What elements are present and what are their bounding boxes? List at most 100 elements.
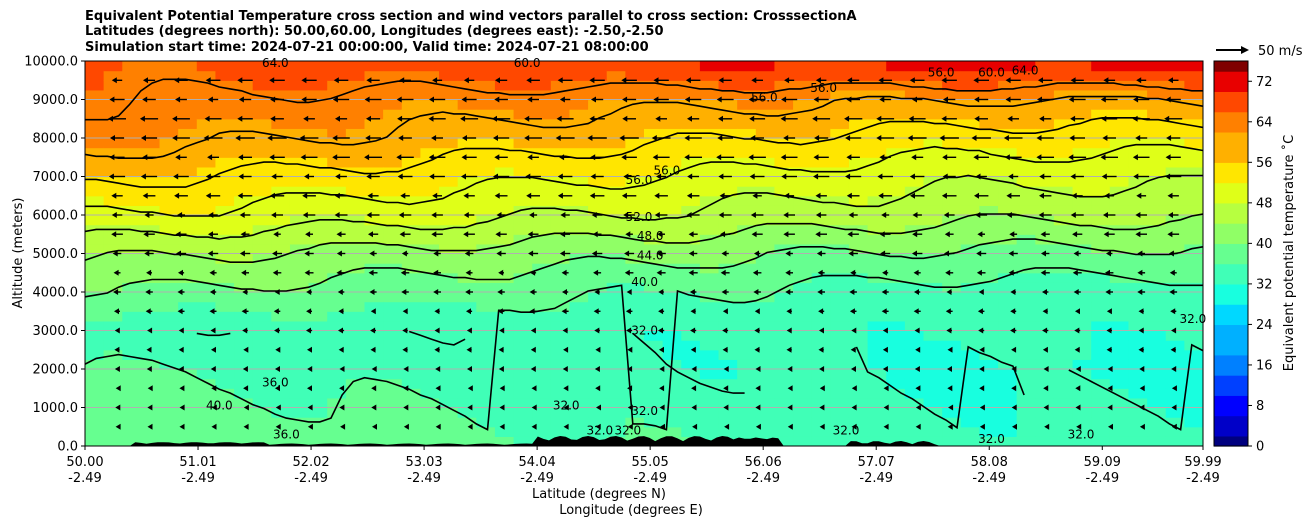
theta-e-cell bbox=[289, 320, 310, 332]
theta-e-cell bbox=[439, 70, 459, 81]
theta-e-cell bbox=[830, 186, 850, 197]
theta-e-cell bbox=[811, 417, 831, 428]
wind-vector-head bbox=[178, 366, 184, 372]
wind-vector-head bbox=[400, 269, 406, 276]
theta-e-cell bbox=[960, 301, 980, 312]
wind-vector-head bbox=[596, 404, 601, 411]
wind-vector-head bbox=[658, 308, 664, 315]
theta-e-cell bbox=[625, 147, 645, 158]
theta-e-cell bbox=[289, 224, 310, 235]
theta-e-cell bbox=[737, 349, 757, 360]
wind-vector-head bbox=[397, 173, 403, 180]
theta-e-cell bbox=[122, 157, 142, 168]
wind-vector-head bbox=[751, 231, 757, 238]
theta-e-cell bbox=[476, 282, 496, 293]
theta-e-cell bbox=[140, 61, 161, 72]
wind-vector-head bbox=[461, 154, 467, 161]
wind-vector-head bbox=[243, 404, 249, 411]
colorbar-segment bbox=[1214, 212, 1248, 224]
wind-vector-head bbox=[429, 96, 434, 103]
theta-e-cell bbox=[271, 378, 291, 389]
wind-vector-head bbox=[340, 423, 346, 430]
theta-e-cell bbox=[569, 388, 589, 399]
theta-e-cell bbox=[569, 340, 589, 351]
theta-e-cell bbox=[420, 89, 440, 101]
theta-e-cell bbox=[420, 292, 440, 303]
theta-e-cell bbox=[923, 128, 943, 139]
theta-e-cell bbox=[625, 311, 645, 322]
theta-e-cell bbox=[140, 186, 161, 197]
colorbar-segment bbox=[1214, 435, 1248, 447]
theta-e-cell bbox=[998, 138, 1018, 149]
theta-e-cell bbox=[774, 99, 794, 110]
theta-e-cell bbox=[364, 340, 384, 351]
theta-e-cell bbox=[793, 195, 813, 206]
theta-e-cell bbox=[737, 215, 757, 226]
theta-e-cell bbox=[662, 176, 682, 187]
theta-e-cell bbox=[848, 292, 869, 303]
theta-e-cell bbox=[1184, 378, 1203, 389]
theta-e-cell bbox=[494, 407, 515, 418]
theta-e-cell bbox=[1035, 89, 1055, 101]
theta-e-cell bbox=[1016, 61, 1036, 72]
theta-e-cell bbox=[364, 118, 384, 129]
wind-vector-head bbox=[848, 250, 854, 257]
theta-e-cell bbox=[644, 128, 664, 139]
wind-vector-head bbox=[371, 385, 377, 392]
theta-e-cell bbox=[625, 166, 645, 178]
theta-e-cell bbox=[1072, 234, 1092, 245]
theta-e-cell bbox=[569, 263, 589, 274]
theta-e-cell bbox=[122, 282, 142, 293]
wind-vector-head bbox=[525, 173, 531, 180]
theta-e-cell bbox=[867, 407, 887, 418]
wind-vector-head bbox=[332, 154, 338, 161]
theta-e-cell bbox=[103, 292, 123, 303]
theta-e-cell bbox=[904, 417, 925, 428]
theta-e-cell bbox=[439, 253, 459, 264]
theta-e-cell bbox=[1072, 397, 1092, 409]
y-axis: 0.01000.02000.03000.04000.05000.06000.07… bbox=[24, 55, 85, 455]
wind-vector-head bbox=[307, 404, 313, 411]
theta-e-cell bbox=[718, 89, 738, 101]
theta-e-cell bbox=[401, 109, 421, 120]
theta-e-cell bbox=[923, 205, 943, 216]
theta-e-cell bbox=[308, 147, 328, 158]
theta-e-cell bbox=[1109, 186, 1130, 197]
theta-e-cell bbox=[606, 61, 626, 72]
theta-e-cell bbox=[960, 426, 980, 437]
theta-e-cell bbox=[383, 215, 403, 226]
wind-vector-head bbox=[145, 308, 151, 315]
theta-e-cell bbox=[345, 397, 366, 409]
theta-e-cell bbox=[327, 109, 347, 120]
theta-e-cell bbox=[1091, 253, 1111, 264]
theta-e-cell bbox=[234, 263, 254, 274]
theta-e-cell bbox=[1128, 292, 1148, 303]
theta-e-cell bbox=[718, 99, 738, 110]
theta-e-cell bbox=[867, 359, 887, 370]
theta-e-cell bbox=[513, 263, 533, 274]
x-axis-label-latitude: Latitude (degrees N) bbox=[532, 487, 666, 502]
theta-e-cell bbox=[979, 99, 999, 110]
theta-e-cell bbox=[904, 89, 925, 101]
theta-e-cell bbox=[942, 301, 962, 312]
theta-e-cell bbox=[401, 417, 421, 428]
theta-e-cell bbox=[327, 61, 347, 72]
theta-e-cell bbox=[85, 70, 105, 81]
theta-e-cell bbox=[308, 80, 328, 91]
wind-vector-head bbox=[1036, 135, 1042, 141]
theta-e-cell bbox=[793, 99, 813, 110]
theta-e-cell bbox=[420, 215, 440, 226]
wind-vector-head bbox=[115, 423, 121, 430]
wind-vector-head bbox=[595, 423, 601, 430]
theta-e-cell bbox=[345, 388, 366, 399]
wind-vector-head bbox=[722, 346, 728, 353]
theta-e-cell bbox=[476, 138, 496, 149]
theta-e-cell bbox=[439, 128, 459, 139]
theta-e-cell bbox=[289, 349, 310, 360]
theta-e-cell bbox=[196, 369, 217, 380]
theta-e-cell bbox=[662, 147, 682, 158]
theta-e-cell bbox=[793, 359, 813, 370]
y-tick-label: 10000.0 bbox=[24, 55, 78, 70]
theta-e-cell bbox=[998, 215, 1018, 226]
wind-vector-head bbox=[1006, 212, 1012, 218]
